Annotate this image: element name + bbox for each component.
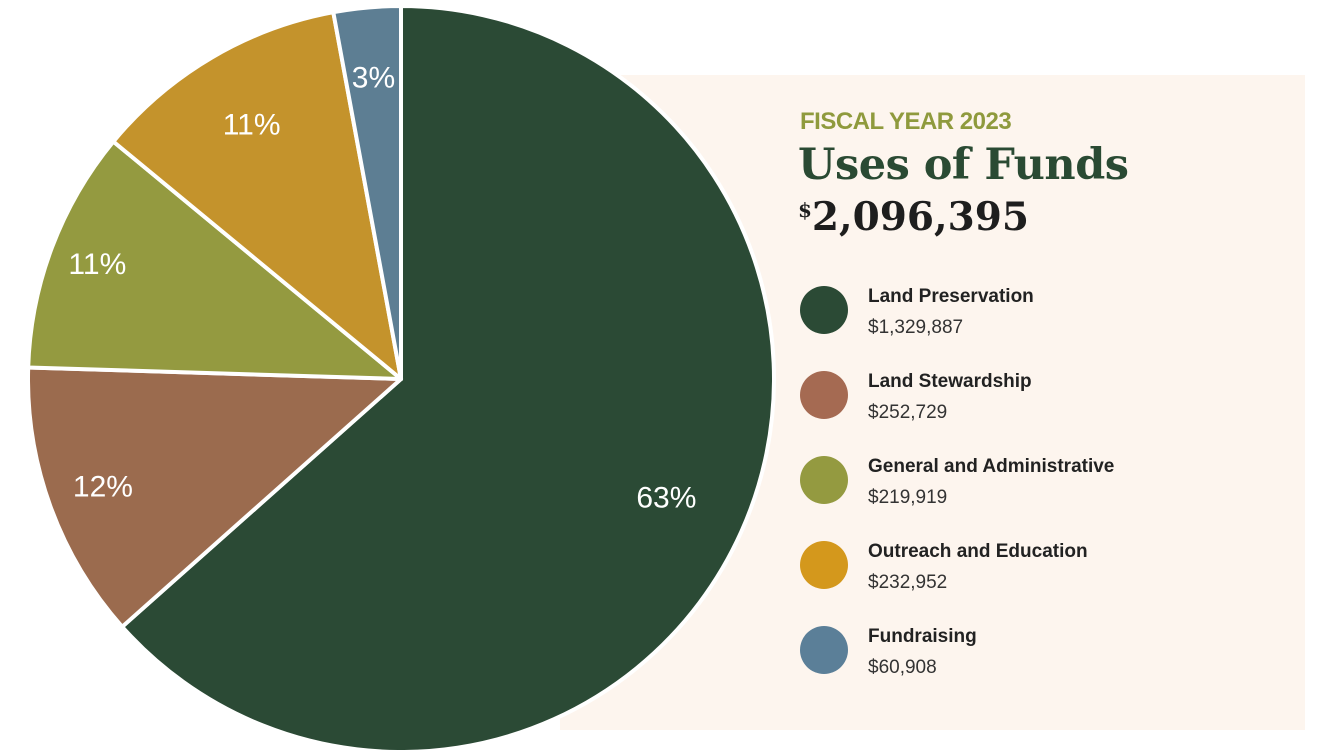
legend-swatch <box>800 371 848 419</box>
legend-label: Land Stewardship <box>868 371 1032 392</box>
legend-swatch <box>800 456 848 504</box>
legend-amount: $1,329,887 <box>868 317 964 338</box>
pie-slice-label: 63% <box>636 482 696 515</box>
pie-slice-labels: 63% 12% 11% 11% 3% <box>68 62 696 515</box>
pie-slice-fundraising <box>331 4 403 381</box>
pie-slice-label: 11% <box>223 109 281 142</box>
pie-slice-label: 12% <box>73 471 133 504</box>
legend-label: General and Administrative <box>868 456 1115 477</box>
legend-amount: $219,919 <box>868 487 948 508</box>
pie-slice-label: 11% <box>68 248 126 281</box>
legend-amount: $252,729 <box>868 402 948 423</box>
pie-slice-general-and-administrative <box>26 139 403 381</box>
legend-label: Outreach and Education <box>868 541 1088 562</box>
legend-label: Fundraising <box>868 626 977 647</box>
legend-label: Land Preservation <box>868 286 1034 307</box>
fiscal-year-label: FISCAL YEAR 2023 <box>800 108 1012 135</box>
pie-slice-label: 3% <box>352 62 395 95</box>
pie-slice-land-stewardship <box>26 365 403 629</box>
pie-slice-land-preservation <box>120 4 776 750</box>
legend-swatch <box>800 626 848 674</box>
total-amount: $2,096,395 <box>798 194 1029 240</box>
chart-title: Uses of Funds <box>798 140 1129 190</box>
legend-amount: $232,952 <box>868 572 948 593</box>
currency-symbol: $ <box>798 198 812 222</box>
legend-amount: $60,908 <box>868 657 937 678</box>
total-amount-value: 2,096,395 <box>811 194 1030 240</box>
pie-slices <box>26 4 776 750</box>
legend-swatch <box>800 286 848 334</box>
pie-slice-outreach-and-education <box>111 10 403 381</box>
legend-swatch <box>800 541 848 589</box>
